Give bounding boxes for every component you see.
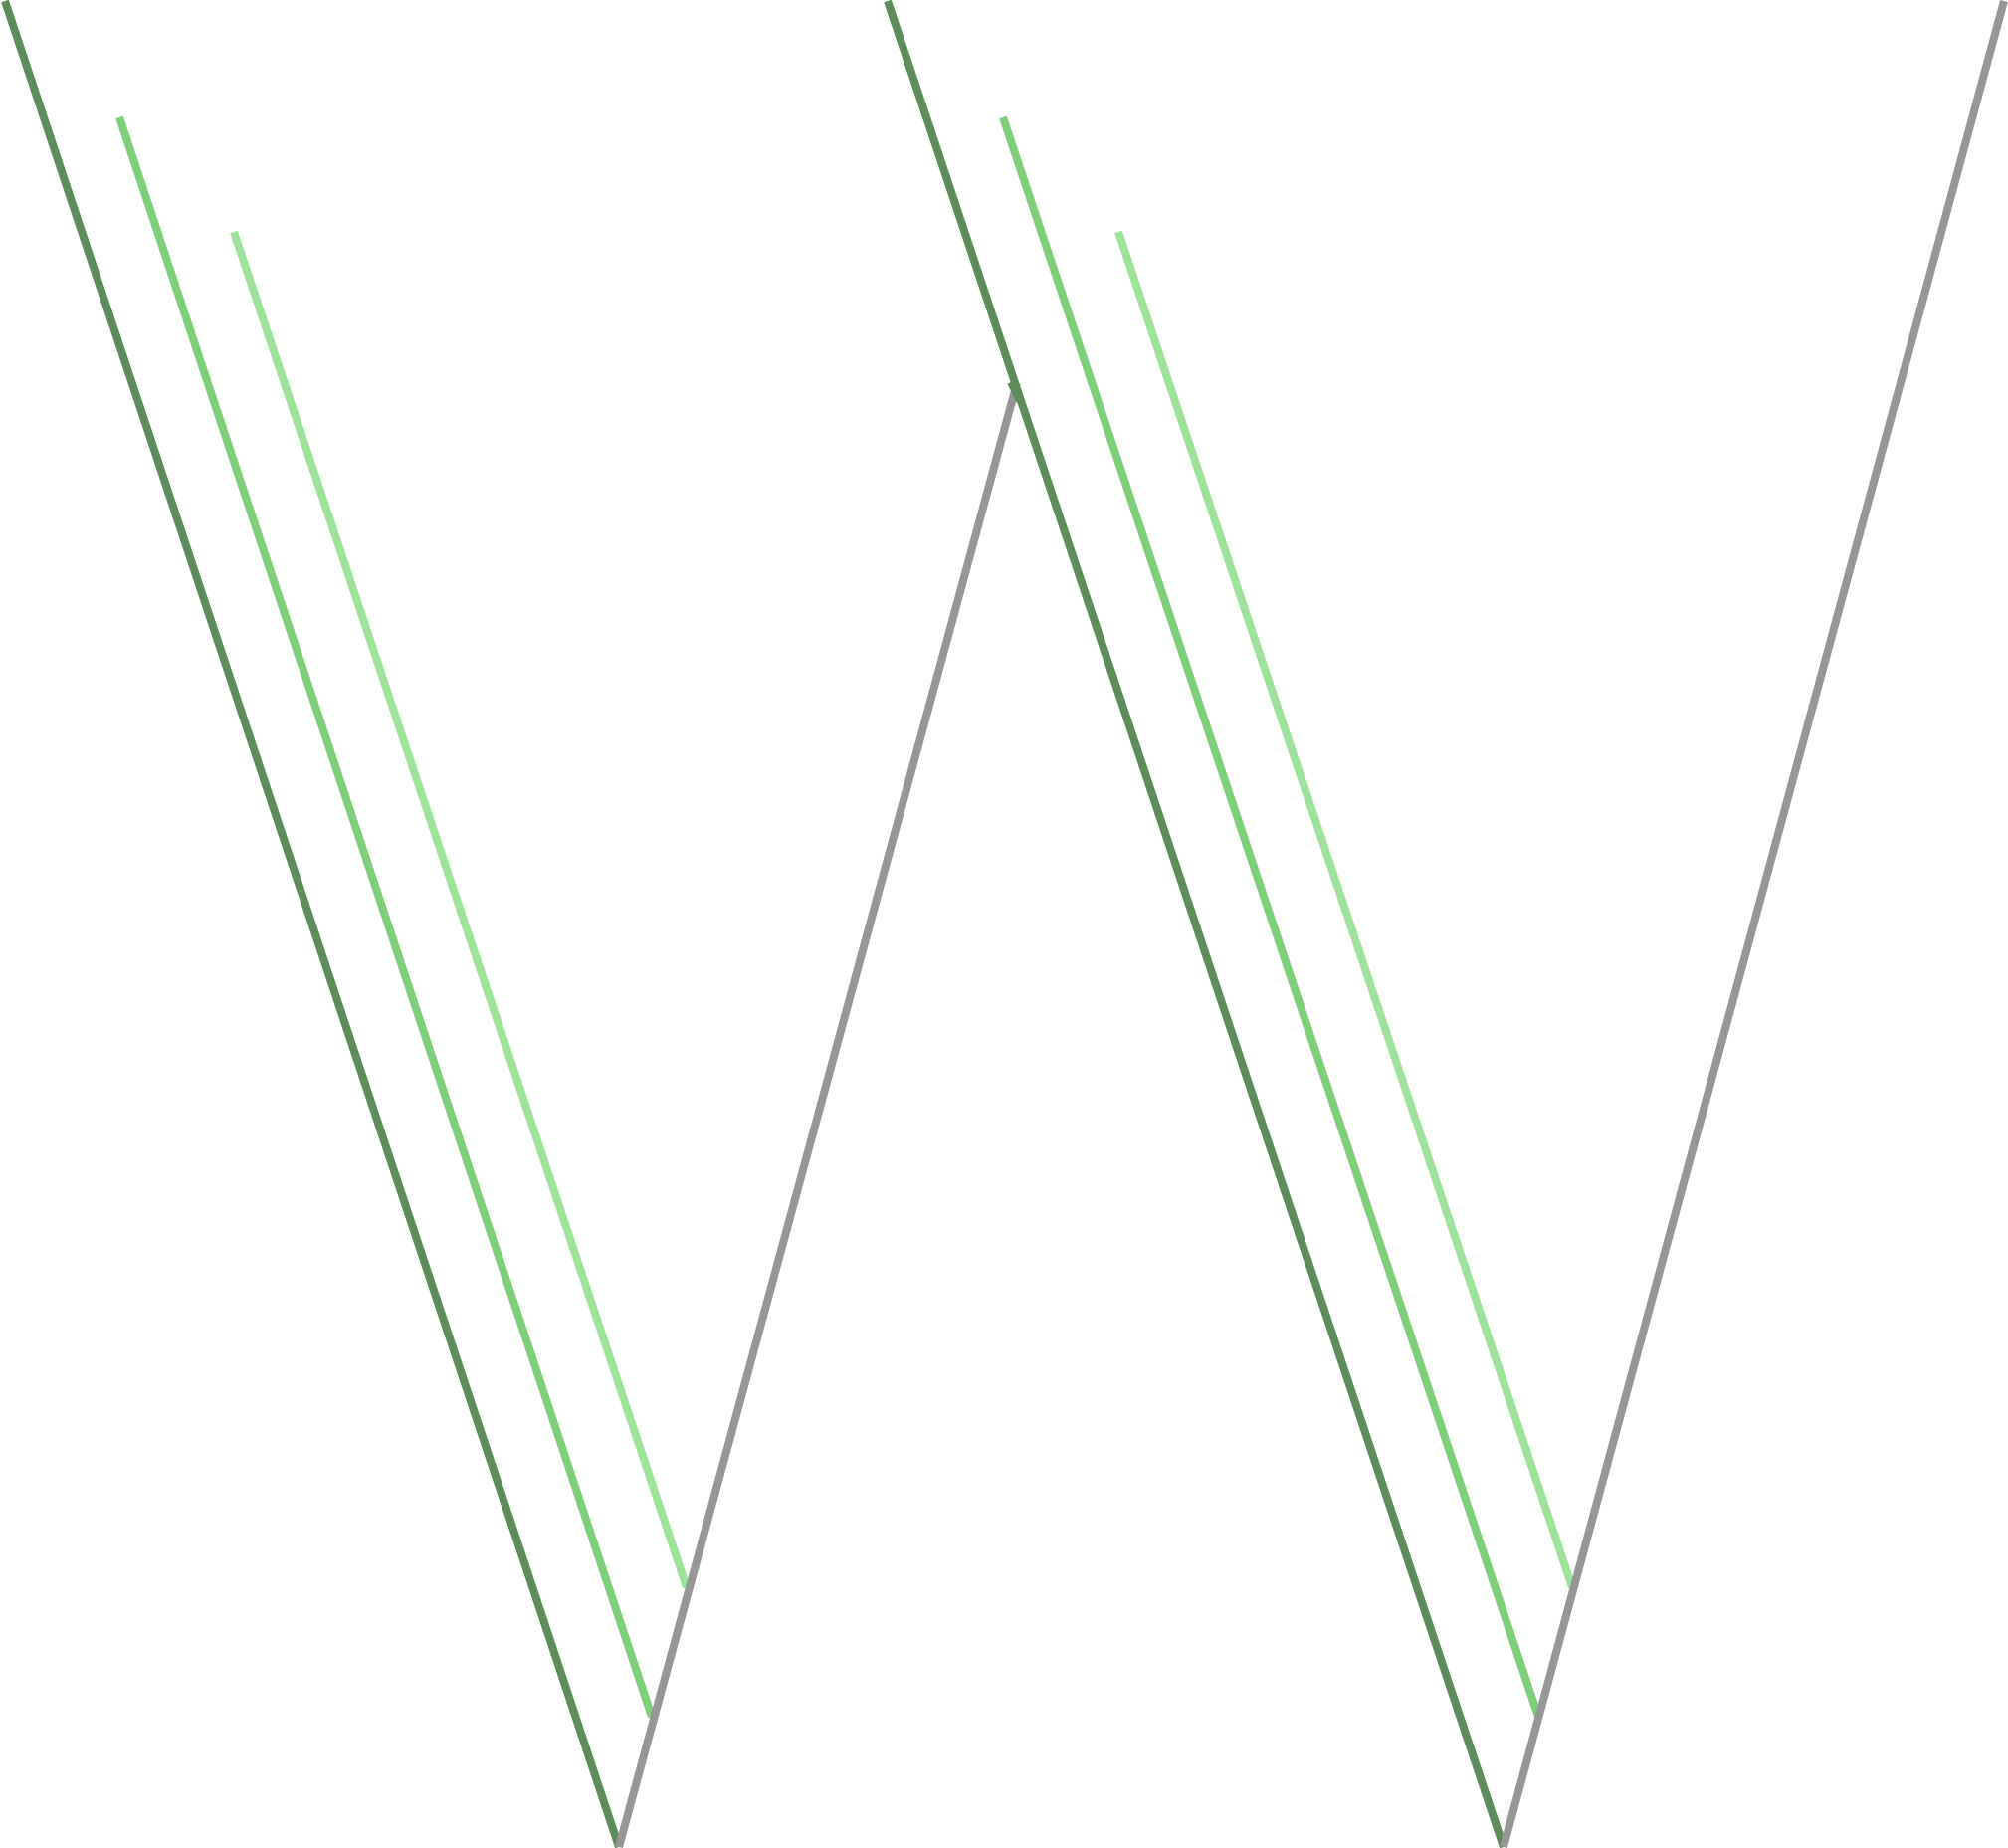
left-v-light-green-stroke (230, 230, 691, 1589)
left-v-group (1, 0, 1021, 1848)
left-v-gray-stroke (615, 381, 1021, 1848)
right-v-gray-stroke (1500, 0, 2008, 1848)
left-v-dark-green-stroke (1, 0, 623, 1848)
left-v-mid-green-stroke (115, 115, 656, 1719)
crossing-overlap-mark (1007, 380, 1025, 404)
right-v-light-green-stroke (1114, 230, 1576, 1589)
right-v-dark-green-stroke (884, 0, 1507, 1848)
right-v-mid-green-stroke (999, 115, 1542, 1719)
right-v-group (884, 0, 2008, 1848)
